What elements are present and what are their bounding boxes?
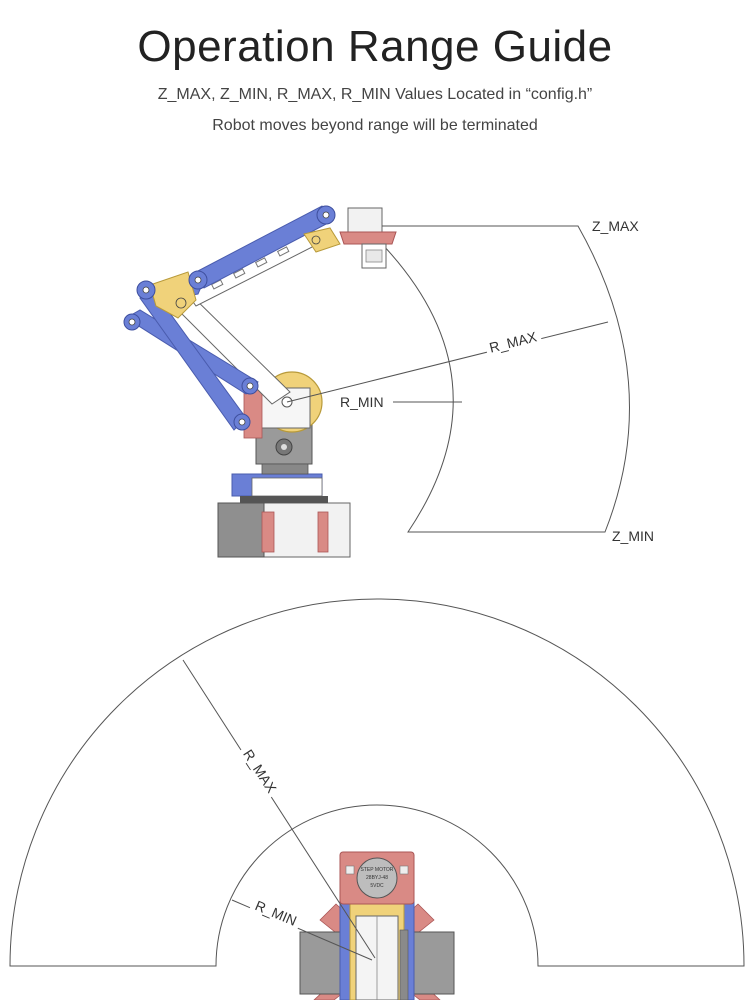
side-r-max-line xyxy=(287,322,608,402)
side-robot-base xyxy=(218,474,350,557)
top-r-min-label: R_MIN xyxy=(253,897,299,929)
side-z-max-label: Z_MAX xyxy=(592,218,639,234)
top-robot: STEP MOTOR 28BYJ-48 5VDC xyxy=(300,852,454,1000)
side-z-min-label: Z_MIN xyxy=(612,528,654,544)
motor-label-line1: STEP MOTOR xyxy=(361,867,394,873)
side-range-outline xyxy=(382,226,629,532)
motor-label-line2: 28BYJ-48 xyxy=(366,875,388,881)
motor-label-line3: 5VDC xyxy=(370,883,384,889)
top-r-max-label: R_MAX xyxy=(240,746,280,796)
side-end-effector xyxy=(340,208,396,268)
side-r-min-label: R_MIN xyxy=(340,394,384,410)
side-view: R_MAX R_MIN Z_MAX Z_MIN xyxy=(124,206,654,557)
top-view: STEP MOTOR 28BYJ-48 5VDC R_MAX R_MIN xyxy=(10,599,744,1000)
